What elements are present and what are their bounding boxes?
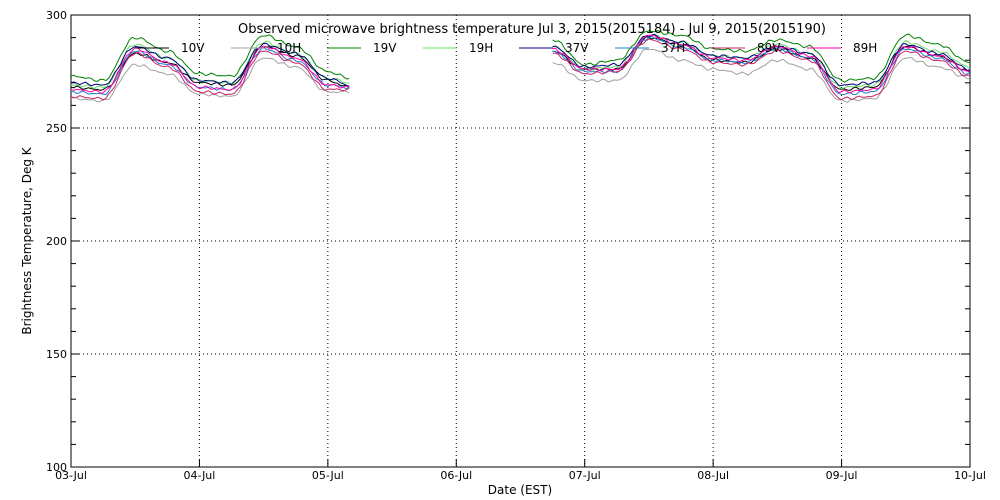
x-axis-label: Date (EST) bbox=[488, 483, 552, 497]
legend-label-37V: 37V bbox=[565, 41, 589, 55]
grid-lines bbox=[71, 15, 970, 467]
x-tick-label: 06-Jul bbox=[440, 469, 472, 482]
y-tick-label: 100 bbox=[46, 461, 67, 474]
y-axis-label: Brightness Temperature, Deg K bbox=[20, 146, 34, 334]
series-line-89H bbox=[70, 34, 971, 94]
legend: 10V 10H 19V 19H 37V 37H 89V 89H bbox=[135, 41, 877, 55]
series-line-10H bbox=[70, 48, 971, 103]
legend-label-37H: 37H bbox=[661, 41, 685, 55]
x-tick-label: 04-Jul bbox=[183, 469, 215, 482]
y-tick-label: 300 bbox=[46, 9, 67, 22]
legend-label-19H: 19H bbox=[469, 41, 493, 55]
x-tick-label: 08-Jul bbox=[697, 469, 729, 482]
legend-label-89H: 89H bbox=[853, 41, 877, 55]
y-tick-label: 250 bbox=[46, 122, 67, 135]
legend-label-10V: 10V bbox=[181, 41, 205, 55]
y-tick-label: 150 bbox=[46, 348, 67, 361]
series-lines bbox=[70, 29, 971, 103]
x-tick-label: 03-Jul bbox=[55, 469, 87, 482]
x-tick-label: 05-Jul bbox=[312, 469, 344, 482]
x-tick-label: 09-Jul bbox=[826, 469, 858, 482]
legend-label-89V: 89V bbox=[757, 41, 781, 55]
plot-frame bbox=[70, 14, 971, 468]
axis-ticks: 100 150 200 250 300 03-Jul 04-Jul 05-Jul 06-Jul 0… bbox=[46, 9, 986, 482]
legend-label-10H: 10H bbox=[277, 41, 301, 55]
x-tick-label: 10-Jul bbox=[954, 469, 986, 482]
series-line-89V bbox=[70, 38, 971, 101]
series-line-19V bbox=[70, 29, 971, 83]
x-tick-label: 07-Jul bbox=[569, 469, 601, 482]
legend-label-19V: 19V bbox=[373, 41, 397, 55]
y-tick-label: 200 bbox=[46, 235, 67, 248]
series-line-37H bbox=[70, 35, 971, 96]
chart-title: Observed microwave brightness temperatur… bbox=[238, 22, 826, 37]
